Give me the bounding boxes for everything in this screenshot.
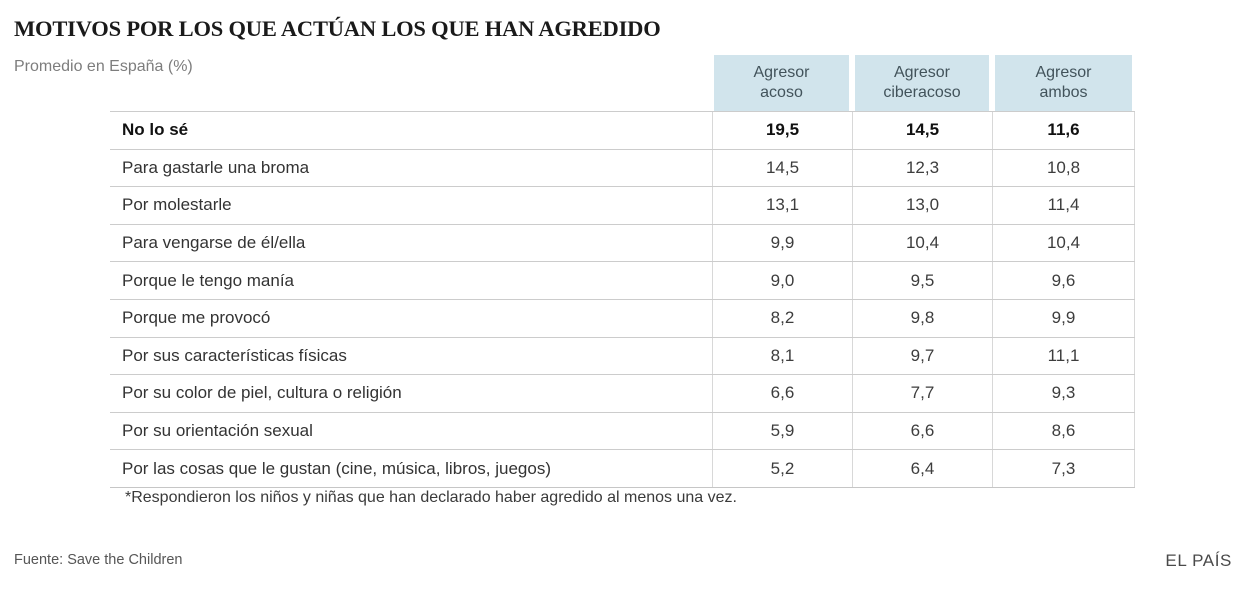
header-spacer [110, 55, 712, 111]
cell-value: 10,8 [992, 149, 1135, 187]
cell-value: 10,4 [992, 224, 1135, 262]
cell-value: 6,4 [852, 450, 992, 487]
cell-value: 19,5 [712, 112, 852, 149]
cell-value: 9,9 [992, 299, 1135, 337]
table-row: No lo sé 19,5 14,5 11,6 [110, 111, 1135, 149]
cell-value: 7,3 [992, 450, 1135, 487]
el-pais-wordmark: EL PAÍS [1165, 551, 1232, 570]
table-row: Porque me provocó 8,2 9,8 9,9 [110, 298, 1135, 337]
table-header-row: Agresor acoso Agresor ciberacoso Agresor… [110, 55, 1135, 111]
table-footnote: *Respondieron los niños y niñas que han … [125, 489, 737, 506]
cell-value: 13,0 [852, 187, 992, 224]
cell-value: 11,6 [992, 112, 1135, 149]
source-credit: Fuente: Save the Children [14, 552, 183, 568]
column-header-agresor-ambos: Agresor ambos [995, 55, 1132, 111]
cell-value: 12,3 [852, 149, 992, 187]
row-label: Por molestarle [122, 195, 232, 215]
table-body: No lo sé 19,5 14,5 11,6 Para gastarle un… [110, 111, 1135, 488]
table-row: Por su orientación sexual 5,9 6,6 8,6 [110, 411, 1135, 450]
motives-table: Agresor acoso Agresor ciberacoso Agresor… [110, 55, 1135, 488]
table-row: Para vengarse de él/ella 9,9 10,4 10,4 [110, 223, 1135, 262]
row-label: No lo sé [122, 120, 189, 140]
cell-value: 13,1 [712, 187, 852, 224]
cell-value: 6,6 [852, 412, 992, 450]
cell-value: 5,2 [712, 450, 852, 487]
row-label: Para vengarse de él/ella [122, 233, 306, 253]
cell-value: 11,1 [992, 337, 1135, 375]
table-row: Por las cosas que le gustan (cine, músic… [110, 449, 1135, 487]
cell-value: 14,5 [712, 149, 852, 187]
row-label: Por las cosas que le gustan (cine, músic… [122, 458, 551, 478]
cell-value: 14,5 [852, 112, 992, 149]
cell-value: 7,7 [852, 375, 992, 412]
row-label: Porque le tengo manía [122, 270, 295, 290]
column-header-agresor-ciberacoso: Agresor ciberacoso [855, 55, 989, 111]
cell-value: 8,1 [712, 337, 852, 375]
cell-value: 5,9 [712, 412, 852, 450]
column-header-agresor-acoso: Agresor acoso [714, 55, 849, 111]
row-label: Por su orientación sexual [122, 421, 313, 441]
cell-value: 8,2 [712, 299, 852, 337]
cell-value: 9,5 [852, 262, 992, 299]
cell-value: 9,3 [992, 375, 1135, 412]
cell-value: 9,9 [712, 224, 852, 262]
table-row: Por sus características físicas 8,1 9,7 … [110, 336, 1135, 375]
cell-value: 9,0 [712, 262, 852, 299]
table-row: Por su color de piel, cultura o religión… [110, 374, 1135, 412]
cell-value: 10,4 [852, 224, 992, 262]
cell-value: 11,4 [992, 187, 1135, 224]
table-row: Porque le tengo manía 9,0 9,5 9,6 [110, 261, 1135, 299]
row-label: Para gastarle una broma [122, 157, 310, 177]
page-title: MOTIVOS POR LOS QUE ACTÚAN LOS QUE HAN A… [14, 16, 661, 41]
cell-value: 9,6 [992, 262, 1135, 299]
cell-value: 8,6 [992, 412, 1135, 450]
table-row: Para gastarle una broma 14,5 12,3 10,8 [110, 148, 1135, 187]
row-label: Por su color de piel, cultura o religión [122, 383, 402, 403]
page-subtitle: Promedio en España (%) [14, 58, 193, 75]
cell-value: 9,8 [852, 299, 992, 337]
cell-value: 6,6 [712, 375, 852, 412]
row-label: Porque me provocó [122, 308, 271, 328]
row-label: Por sus características físicas [122, 345, 347, 365]
cell-value: 9,7 [852, 337, 992, 375]
table-row: Por molestarle 13,1 13,0 11,4 [110, 186, 1135, 224]
